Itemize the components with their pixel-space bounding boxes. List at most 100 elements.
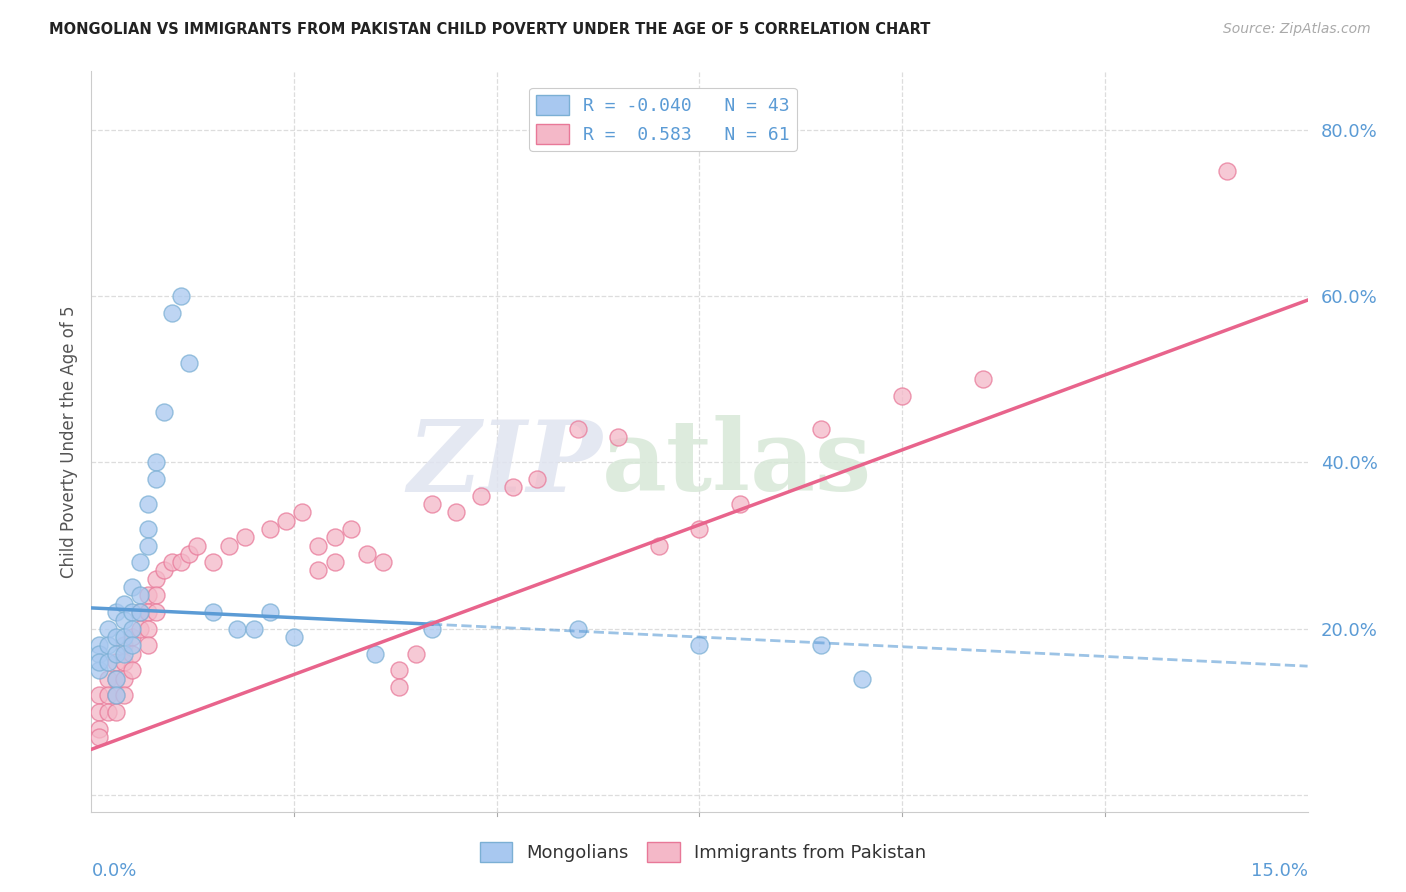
Text: MONGOLIAN VS IMMIGRANTS FROM PAKISTAN CHILD POVERTY UNDER THE AGE OF 5 CORRELATI: MONGOLIAN VS IMMIGRANTS FROM PAKISTAN CH…	[49, 22, 931, 37]
Point	[323, 555, 346, 569]
Point	[112, 638, 135, 652]
Point	[688, 638, 710, 652]
Point	[259, 522, 281, 536]
Point	[153, 405, 176, 419]
Point	[89, 722, 111, 736]
Point	[97, 705, 120, 719]
Point	[145, 472, 167, 486]
Point	[112, 647, 135, 661]
Point	[307, 564, 329, 578]
Point	[567, 622, 589, 636]
Point	[470, 489, 492, 503]
Point	[97, 638, 120, 652]
Point	[202, 555, 225, 569]
Point	[89, 705, 111, 719]
Point	[97, 688, 120, 702]
Point	[851, 672, 873, 686]
Point	[145, 572, 167, 586]
Point	[121, 638, 143, 652]
Point	[323, 530, 346, 544]
Point	[145, 605, 167, 619]
Point	[364, 647, 387, 661]
Point	[177, 355, 200, 369]
Text: Source: ZipAtlas.com: Source: ZipAtlas.com	[1223, 22, 1371, 37]
Point	[972, 372, 994, 386]
Point	[728, 497, 751, 511]
Point	[104, 655, 127, 669]
Point	[89, 647, 111, 661]
Point	[112, 688, 135, 702]
Point	[388, 663, 411, 677]
Point	[104, 630, 127, 644]
Point	[145, 455, 167, 469]
Point	[89, 688, 111, 702]
Point	[89, 730, 111, 744]
Point	[136, 605, 159, 619]
Point	[89, 663, 111, 677]
Point	[218, 539, 240, 553]
Point	[891, 389, 914, 403]
Point	[129, 605, 152, 619]
Point	[104, 672, 127, 686]
Point	[104, 688, 127, 702]
Point	[112, 614, 135, 628]
Point	[356, 547, 378, 561]
Point	[121, 605, 143, 619]
Point	[169, 289, 191, 303]
Point	[89, 638, 111, 652]
Point	[136, 522, 159, 536]
Point	[1215, 164, 1237, 178]
Point	[235, 530, 257, 544]
Point	[420, 497, 443, 511]
Point	[136, 589, 159, 603]
Point	[112, 630, 135, 644]
Point	[121, 630, 143, 644]
Point	[291, 505, 314, 519]
Text: 0.0%: 0.0%	[91, 862, 136, 880]
Point	[145, 589, 167, 603]
Point	[307, 539, 329, 553]
Point	[112, 655, 135, 669]
Point	[444, 505, 467, 519]
Point	[388, 680, 411, 694]
Point	[104, 705, 127, 719]
Point	[242, 622, 264, 636]
Point	[373, 555, 395, 569]
Point	[121, 622, 143, 636]
Point	[186, 539, 208, 553]
Point	[162, 305, 184, 319]
Point	[153, 564, 176, 578]
Point	[89, 655, 111, 669]
Point	[810, 422, 832, 436]
Point	[340, 522, 363, 536]
Point	[259, 605, 281, 619]
Point	[169, 555, 191, 569]
Text: ZIP: ZIP	[408, 416, 602, 512]
Point	[112, 672, 135, 686]
Point	[121, 663, 143, 677]
Point	[112, 597, 135, 611]
Point	[104, 688, 127, 702]
Point	[129, 605, 152, 619]
Point	[129, 555, 152, 569]
Point	[136, 539, 159, 553]
Point	[129, 589, 152, 603]
Point	[202, 605, 225, 619]
Point	[104, 672, 127, 686]
Point	[420, 622, 443, 636]
Point	[274, 514, 297, 528]
Point	[121, 647, 143, 661]
Point	[567, 422, 589, 436]
Text: atlas: atlas	[602, 416, 873, 512]
Point	[129, 622, 152, 636]
Point	[688, 522, 710, 536]
Point	[177, 547, 200, 561]
Point	[283, 630, 305, 644]
Point	[97, 655, 120, 669]
Point	[97, 672, 120, 686]
Point	[226, 622, 249, 636]
Legend: Mongolians, Immigrants from Pakistan: Mongolians, Immigrants from Pakistan	[472, 835, 934, 870]
Point	[810, 638, 832, 652]
Y-axis label: Child Poverty Under the Age of 5: Child Poverty Under the Age of 5	[59, 305, 77, 578]
Point	[104, 605, 127, 619]
